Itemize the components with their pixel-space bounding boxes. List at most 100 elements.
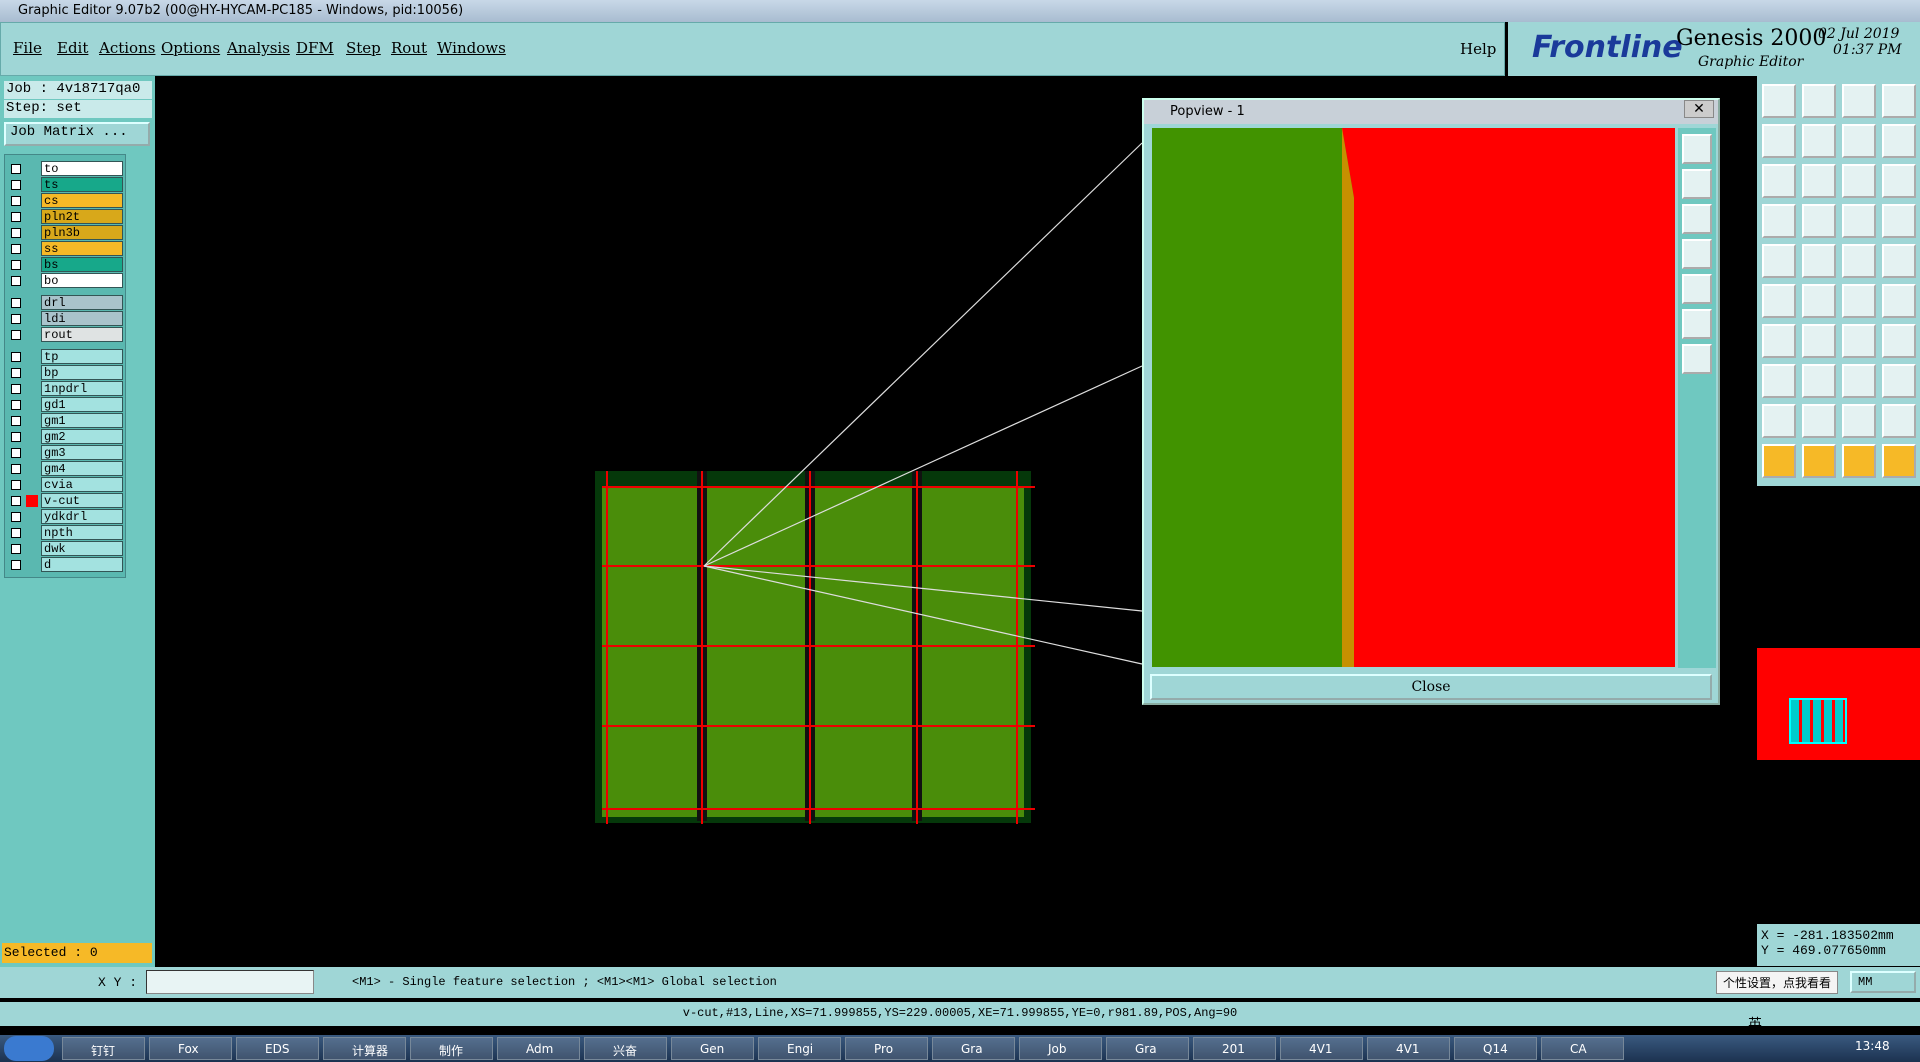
layer-name[interactable]: dwk xyxy=(41,541,123,556)
taskbar-item[interactable]: Gra xyxy=(932,1037,1015,1060)
taskbar-item[interactable]: 钉钉 xyxy=(62,1037,145,1060)
layer-name[interactable]: d xyxy=(41,557,123,572)
layer-name[interactable]: bs xyxy=(41,257,123,272)
layer-checkbox[interactable] xyxy=(11,212,21,222)
tool-button[interactable] xyxy=(1802,324,1836,358)
start-button[interactable] xyxy=(4,1036,54,1061)
taskbar-item[interactable]: EDS xyxy=(236,1037,319,1060)
layer-name[interactable]: to xyxy=(41,161,123,176)
xy-input[interactable] xyxy=(146,970,314,994)
popview-tool[interactable] xyxy=(1682,274,1712,304)
popview-close-x[interactable]: ✕ xyxy=(1684,100,1714,118)
layer-checkbox[interactable] xyxy=(11,244,21,254)
tool-button[interactable] xyxy=(1802,244,1836,278)
layer-name[interactable]: ldi xyxy=(41,311,123,326)
popview-tool[interactable] xyxy=(1682,134,1712,164)
tool-button[interactable] xyxy=(1762,244,1796,278)
tool-button[interactable] xyxy=(1842,284,1876,318)
tool-button[interactable] xyxy=(1762,284,1796,318)
layer-name[interactable]: tp xyxy=(41,349,123,364)
taskbar-item[interactable]: 计算器 xyxy=(323,1037,406,1060)
tool-button[interactable] xyxy=(1842,164,1876,198)
menu-item[interactable]: Step xyxy=(346,39,381,57)
layer-name[interactable]: v-cut xyxy=(41,493,123,508)
layer-checkbox[interactable] xyxy=(11,480,21,490)
layer-checkbox[interactable] xyxy=(11,528,21,538)
taskbar-item[interactable]: Gra xyxy=(1106,1037,1189,1060)
tool-button[interactable] xyxy=(1802,444,1836,478)
tool-button[interactable] xyxy=(1762,84,1796,118)
tool-button[interactable] xyxy=(1802,84,1836,118)
layer-name[interactable]: ydkdrl xyxy=(41,509,123,524)
tool-button[interactable] xyxy=(1882,124,1916,158)
tool-button[interactable] xyxy=(1882,164,1916,198)
layer-checkbox[interactable] xyxy=(11,400,21,410)
layer-checkbox[interactable] xyxy=(11,330,21,340)
popview-tool[interactable] xyxy=(1682,204,1712,234)
layer-name[interactable]: gm2 xyxy=(41,429,123,444)
tool-button[interactable] xyxy=(1842,124,1876,158)
tool-button[interactable] xyxy=(1762,364,1796,398)
help-menu[interactable]: Help xyxy=(1460,40,1497,58)
layer-name[interactable]: pln3b xyxy=(41,225,123,240)
layer-checkbox[interactable] xyxy=(11,416,21,426)
taskbar-item[interactable]: Engi xyxy=(758,1037,841,1060)
tool-button[interactable] xyxy=(1882,284,1916,318)
tool-button[interactable] xyxy=(1882,404,1916,438)
menu-item[interactable]: Windows xyxy=(437,39,506,57)
tool-button[interactable] xyxy=(1882,204,1916,238)
layer-checkbox[interactable] xyxy=(11,352,21,362)
layer-checkbox[interactable] xyxy=(11,496,21,506)
tool-button[interactable] xyxy=(1802,124,1836,158)
layer-name[interactable]: gd1 xyxy=(41,397,123,412)
popview-close-button[interactable]: Close xyxy=(1150,674,1712,700)
layer-name[interactable]: bo xyxy=(41,273,123,288)
taskbar-item[interactable]: 制作 xyxy=(410,1037,493,1060)
tool-button[interactable] xyxy=(1762,444,1796,478)
tool-button[interactable] xyxy=(1882,324,1916,358)
tool-button[interactable] xyxy=(1762,404,1796,438)
layer-checkbox[interactable] xyxy=(11,314,21,324)
units-button[interactable]: MM xyxy=(1850,971,1916,993)
layer-checkbox[interactable] xyxy=(11,448,21,458)
tool-button[interactable] xyxy=(1882,444,1916,478)
tool-button[interactable] xyxy=(1762,324,1796,358)
layer-name[interactable]: 1npdrl xyxy=(41,381,123,396)
tool-button[interactable] xyxy=(1802,404,1836,438)
tool-button[interactable] xyxy=(1882,364,1916,398)
tool-button[interactable] xyxy=(1762,124,1796,158)
layer-name[interactable]: drl xyxy=(41,295,123,310)
tool-button[interactable] xyxy=(1802,164,1836,198)
layer-name[interactable]: cs xyxy=(41,193,123,208)
layer-name[interactable]: ts xyxy=(41,177,123,192)
menu-item[interactable]: File xyxy=(13,39,42,57)
taskbar-item[interactable]: Fox xyxy=(149,1037,232,1060)
menu-item[interactable]: Analysis xyxy=(227,39,290,57)
taskbar-item[interactable]: Q14 xyxy=(1454,1037,1537,1060)
layer-checkbox[interactable] xyxy=(11,196,21,206)
layer-checkbox[interactable] xyxy=(11,276,21,286)
popview-tool[interactable] xyxy=(1682,309,1712,339)
popview-tool[interactable] xyxy=(1682,344,1712,374)
taskbar-item[interactable]: Gen xyxy=(671,1037,754,1060)
tool-button[interactable] xyxy=(1762,164,1796,198)
layer-name[interactable]: gm4 xyxy=(41,461,123,476)
tool-button[interactable] xyxy=(1802,204,1836,238)
layer-name[interactable]: rout xyxy=(41,327,123,342)
layer-checkbox[interactable] xyxy=(11,298,21,308)
popview-tool[interactable] xyxy=(1682,239,1712,269)
menu-item[interactable]: Edit xyxy=(57,39,89,57)
tool-button[interactable] xyxy=(1842,84,1876,118)
tool-button[interactable] xyxy=(1842,364,1876,398)
layer-checkbox[interactable] xyxy=(11,260,21,270)
layer-checkbox[interactable] xyxy=(11,432,21,442)
layer-name[interactable]: npth xyxy=(41,525,123,540)
layer-checkbox[interactable] xyxy=(11,544,21,554)
tool-button[interactable] xyxy=(1842,324,1876,358)
layer-name[interactable]: gm3 xyxy=(41,445,123,460)
tool-button[interactable] xyxy=(1762,204,1796,238)
layer-checkbox[interactable] xyxy=(11,180,21,190)
layer-name[interactable]: bp xyxy=(41,365,123,380)
layer-name[interactable]: cvia xyxy=(41,477,123,492)
tool-button[interactable] xyxy=(1882,244,1916,278)
